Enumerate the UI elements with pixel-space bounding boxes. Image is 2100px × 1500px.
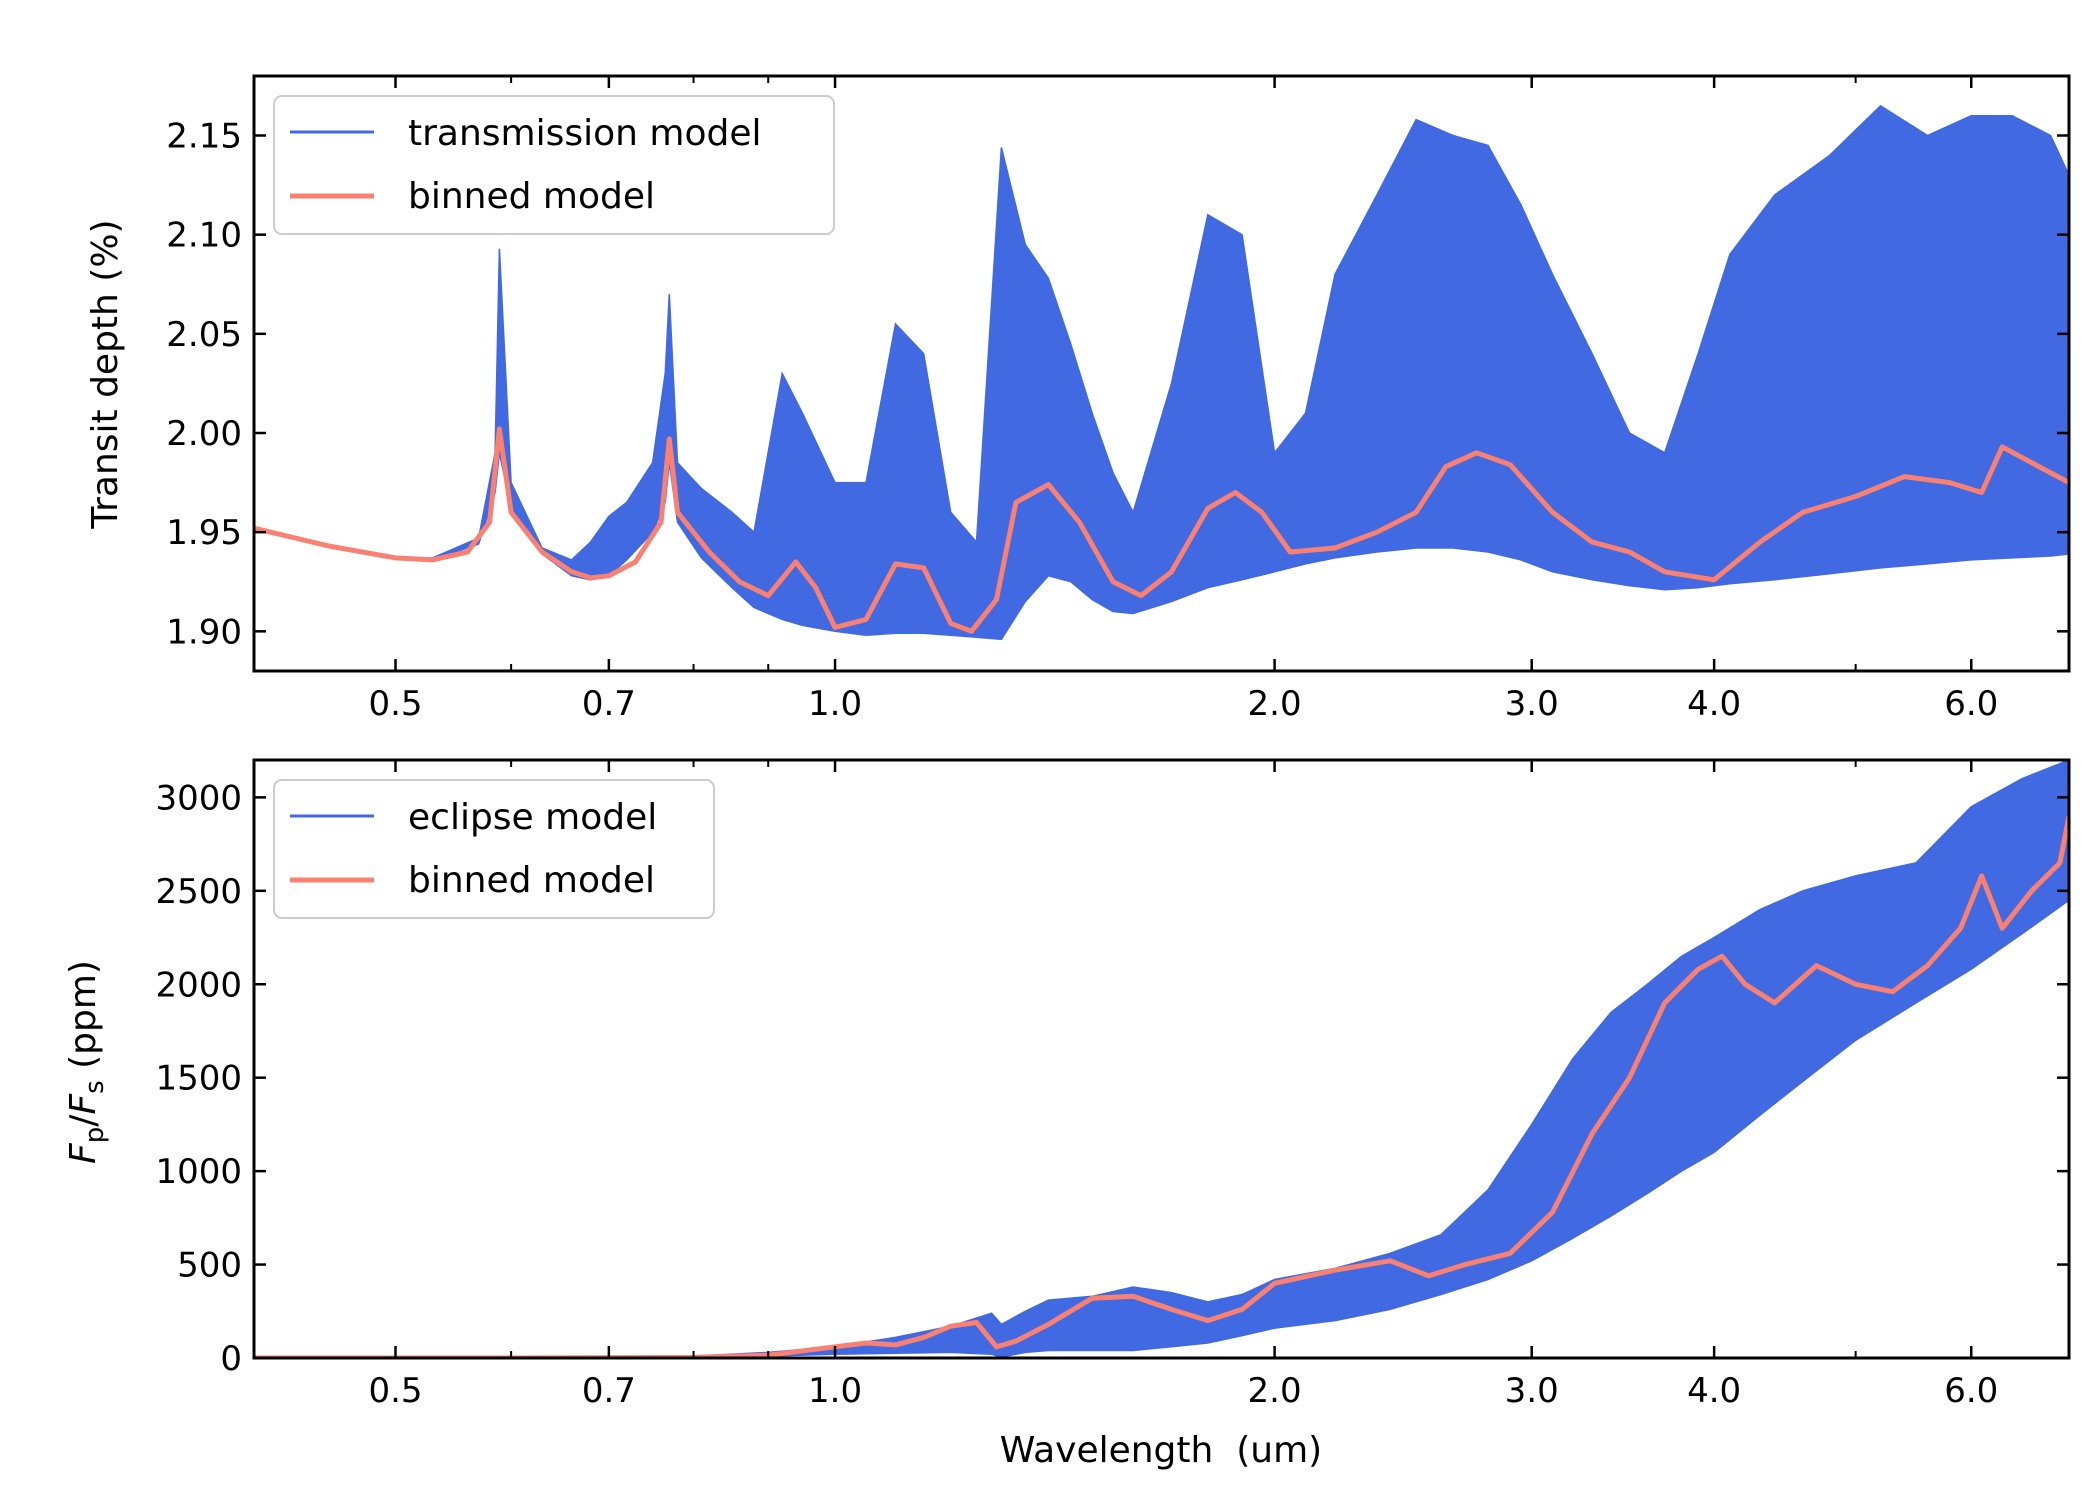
ylabel-slash: / xyxy=(63,1114,104,1127)
y-tick-label: 3000 xyxy=(155,778,242,818)
x-tick-label: 4.0 xyxy=(1687,1371,1741,1411)
series-binned-model-line xyxy=(254,426,2069,634)
x-tick-label: 6.0 xyxy=(1944,684,1998,724)
eclipse-y-axis-label: Fp/Fs (ppm) xyxy=(63,960,110,1164)
x-tick-label: 3.0 xyxy=(1505,1371,1559,1411)
x-tick-label: 3.0 xyxy=(1505,684,1559,724)
series-binned-model-line xyxy=(254,815,2069,1358)
x-tick-label: 0.5 xyxy=(368,1371,422,1411)
transmission-plot-area xyxy=(254,104,2069,641)
transmission-tick-labels: 0.5 0.7 1.0 2.0 3.0 4.0 6.0 1.90 1.95 2.00 2.05 2.1… xyxy=(166,117,1998,725)
y-tick-label: 1500 xyxy=(155,1059,242,1099)
eclipse-plot-area xyxy=(254,760,2069,1358)
x-tick-label: 0.5 xyxy=(368,684,422,724)
ylabel-sub-p: p xyxy=(80,1127,110,1144)
x-tick-label: 2.0 xyxy=(1248,1371,1302,1411)
eclipse-legend: eclipse model binned model xyxy=(273,779,715,919)
transmission-ticks xyxy=(253,76,2070,671)
legend-label-transmission: transmission model xyxy=(408,113,762,154)
eclipse-tick-labels: 0.5 0.7 1.0 2.0 3.0 4.0 6.0 0 500 1000 1500 2000 250… xyxy=(155,778,1998,1411)
y-tick-label: 1000 xyxy=(155,1152,242,1192)
eclipse-ticks xyxy=(253,760,2070,1360)
legend-label-eclipse: eclipse model xyxy=(408,797,657,838)
legend-box xyxy=(273,779,715,919)
eclipse-axes-frame xyxy=(252,758,2071,1360)
legend-label-binned: binned model xyxy=(408,860,655,901)
y-tick-label: 1.95 xyxy=(166,513,242,553)
y-tick-label: 2.05 xyxy=(166,315,242,355)
x-tick-label: 4.0 xyxy=(1687,684,1741,724)
transmission-legend: transmission model binned model xyxy=(273,95,835,235)
transmission-panel: 0.5 0.7 1.0 2.0 3.0 4.0 6.0 1.90 1.95 2.00 2.05 2.1… xyxy=(85,74,2071,725)
ylabel-f-star: F xyxy=(63,1093,104,1115)
x-tick-label: 0.7 xyxy=(582,684,636,724)
y-tick-label: 500 xyxy=(177,1246,242,1286)
x-tick-label: 0.7 xyxy=(582,1371,636,1411)
y-tick-label: 0 xyxy=(220,1339,242,1379)
y-tick-label: 1.90 xyxy=(166,612,242,652)
x-tick-label: 1.0 xyxy=(808,684,862,724)
x-tick-label: 6.0 xyxy=(1944,1371,1998,1411)
legend-label-binned: binned model xyxy=(408,176,655,217)
eclipse-x-axis-label: Wavelength (um) xyxy=(1000,1430,1322,1471)
ylabel-sub-s: s xyxy=(80,1080,110,1094)
eclipse-panel: 0.5 0.7 1.0 2.0 3.0 4.0 6.0 0 500 1000 1500 2000 250… xyxy=(63,758,2071,1471)
x-tick-label: 1.0 xyxy=(808,1371,862,1411)
series-eclipse-model-envelope xyxy=(254,760,2069,1358)
y-tick-label: 2500 xyxy=(155,872,242,912)
ylabel-units: (ppm) xyxy=(63,960,104,1080)
legend-box xyxy=(273,95,835,235)
y-tick-label: 2.10 xyxy=(166,216,242,256)
y-tick-label: 2000 xyxy=(155,965,242,1005)
transmission-axes-frame xyxy=(252,74,2071,673)
series-transmission-model-envelope xyxy=(254,104,2069,641)
y-tick-label: 2.00 xyxy=(166,414,242,454)
y-tick-label: 2.15 xyxy=(166,117,242,157)
ylabel-f-planet: F xyxy=(63,1142,104,1164)
transmission-y-axis-label: Transit depth (%) xyxy=(85,219,126,529)
x-tick-label: 2.0 xyxy=(1248,684,1302,724)
